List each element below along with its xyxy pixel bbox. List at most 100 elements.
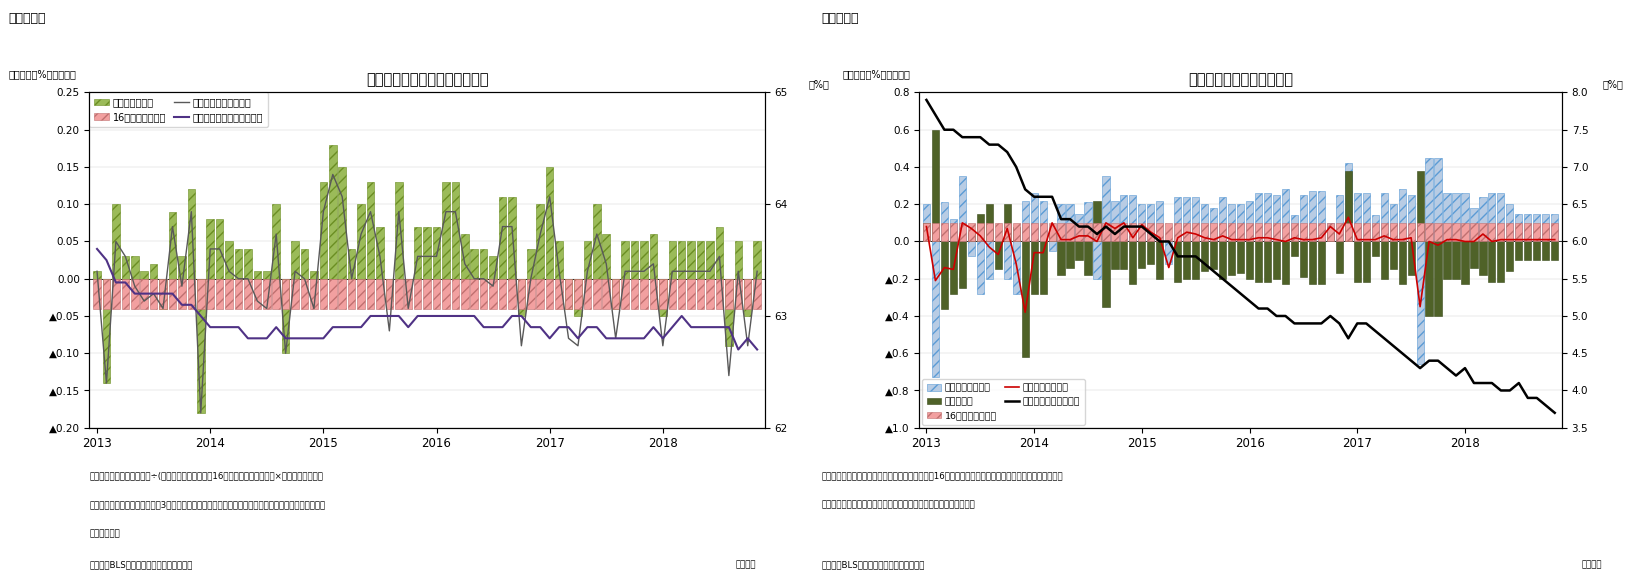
Bar bbox=[986, 242, 992, 279]
Bar bbox=[376, 227, 384, 279]
Bar bbox=[480, 279, 488, 309]
Bar bbox=[1093, 242, 1100, 279]
Bar bbox=[187, 190, 195, 279]
Bar bbox=[1354, 223, 1360, 242]
Bar bbox=[1219, 242, 1227, 279]
Bar bbox=[1075, 213, 1082, 242]
Bar bbox=[1471, 242, 1477, 268]
Bar bbox=[508, 279, 516, 309]
Bar bbox=[537, 279, 543, 309]
Bar bbox=[1372, 223, 1378, 242]
Bar bbox=[1048, 223, 1056, 242]
Bar bbox=[301, 249, 308, 279]
Bar bbox=[386, 279, 394, 301]
Bar bbox=[1201, 242, 1209, 271]
Bar bbox=[1425, 242, 1433, 316]
Bar bbox=[281, 279, 290, 309]
Title: 失業率の変化（要因分解）: 失業率の変化（要因分解） bbox=[1188, 72, 1293, 87]
Bar bbox=[1399, 242, 1406, 284]
Bar bbox=[1290, 242, 1298, 257]
Bar bbox=[423, 279, 431, 309]
Bar bbox=[216, 219, 223, 279]
Bar bbox=[1308, 242, 1316, 284]
Bar bbox=[1479, 197, 1487, 242]
Bar bbox=[1551, 223, 1559, 242]
Bar bbox=[547, 167, 553, 279]
Bar bbox=[490, 257, 496, 279]
Bar bbox=[1254, 223, 1263, 242]
Bar bbox=[1515, 242, 1523, 260]
Bar bbox=[1435, 158, 1442, 242]
Bar bbox=[264, 271, 270, 279]
Bar bbox=[132, 279, 138, 309]
Text: （前月差、%ポイント）: （前月差、%ポイント） bbox=[8, 69, 76, 79]
Bar bbox=[1354, 193, 1360, 242]
Bar bbox=[958, 176, 966, 242]
Bar bbox=[1417, 223, 1424, 242]
Bar bbox=[1272, 242, 1280, 279]
Bar bbox=[968, 232, 975, 242]
Bar bbox=[1012, 242, 1020, 294]
Text: （図表６）: （図表６） bbox=[822, 12, 859, 24]
Bar bbox=[1272, 195, 1280, 242]
Bar bbox=[574, 279, 582, 309]
Bar bbox=[1075, 242, 1082, 260]
Bar bbox=[1381, 242, 1388, 279]
Bar bbox=[1363, 193, 1370, 242]
Bar bbox=[1048, 232, 1056, 242]
Bar bbox=[1103, 223, 1110, 242]
Bar bbox=[612, 279, 620, 309]
Legend: 非労働力人口要因, 就業者要因, 16才以上人口要因, 失業率（前月差）, 失業率（水準、右軸）: 非労働力人口要因, 就業者要因, 16才以上人口要因, 失業率（前月差）, 失業… bbox=[923, 379, 1085, 425]
Bar bbox=[338, 279, 347, 309]
Bar bbox=[1237, 242, 1245, 273]
Bar bbox=[1542, 213, 1549, 242]
Bar bbox=[1300, 223, 1306, 242]
Text: グラフの前月差データは後方3カ月移動平均。また、年次ごとに人口推計が変更になっているため、: グラフの前月差データは後方3カ月移動平均。また、年次ごとに人口推計が変更になって… bbox=[89, 500, 325, 509]
Bar bbox=[1183, 197, 1191, 242]
Bar bbox=[1318, 242, 1324, 284]
Bar bbox=[1058, 223, 1064, 242]
Bar bbox=[594, 279, 600, 309]
Bar bbox=[940, 223, 949, 242]
Bar bbox=[140, 271, 148, 279]
Bar bbox=[950, 242, 957, 294]
Bar bbox=[1048, 242, 1056, 251]
Bar bbox=[1453, 242, 1459, 279]
Bar bbox=[622, 279, 630, 309]
Bar bbox=[93, 271, 101, 279]
Bar bbox=[225, 242, 233, 279]
Bar bbox=[1372, 242, 1378, 257]
Bar bbox=[480, 249, 488, 279]
Bar bbox=[547, 279, 553, 309]
Bar bbox=[1121, 223, 1128, 242]
Bar bbox=[177, 257, 185, 279]
Bar bbox=[1121, 195, 1128, 242]
Bar bbox=[1533, 242, 1541, 260]
Bar bbox=[1318, 223, 1324, 242]
Bar bbox=[264, 279, 270, 309]
Bar bbox=[1308, 191, 1316, 242]
Bar bbox=[452, 182, 459, 279]
Bar bbox=[358, 279, 364, 309]
Bar bbox=[1129, 195, 1137, 242]
Bar bbox=[272, 204, 280, 279]
Bar bbox=[1489, 223, 1495, 242]
Bar bbox=[1443, 223, 1451, 242]
Bar bbox=[1157, 201, 1163, 242]
Bar bbox=[612, 279, 620, 309]
Bar bbox=[177, 279, 185, 309]
Bar bbox=[734, 279, 742, 309]
Bar bbox=[1381, 193, 1388, 242]
Bar bbox=[122, 279, 129, 309]
Bar bbox=[753, 279, 761, 309]
Bar bbox=[923, 204, 931, 242]
Bar bbox=[1417, 242, 1424, 364]
Bar bbox=[1290, 223, 1298, 242]
Bar bbox=[1193, 197, 1199, 242]
Bar bbox=[311, 279, 317, 309]
Bar bbox=[994, 223, 1002, 242]
Bar bbox=[1471, 208, 1477, 242]
Bar bbox=[508, 197, 516, 279]
Text: （資料）BLSよりニッセイ基礎研究所作成: （資料）BLSよりニッセイ基礎研究所作成 bbox=[822, 561, 926, 570]
Bar bbox=[301, 279, 308, 309]
